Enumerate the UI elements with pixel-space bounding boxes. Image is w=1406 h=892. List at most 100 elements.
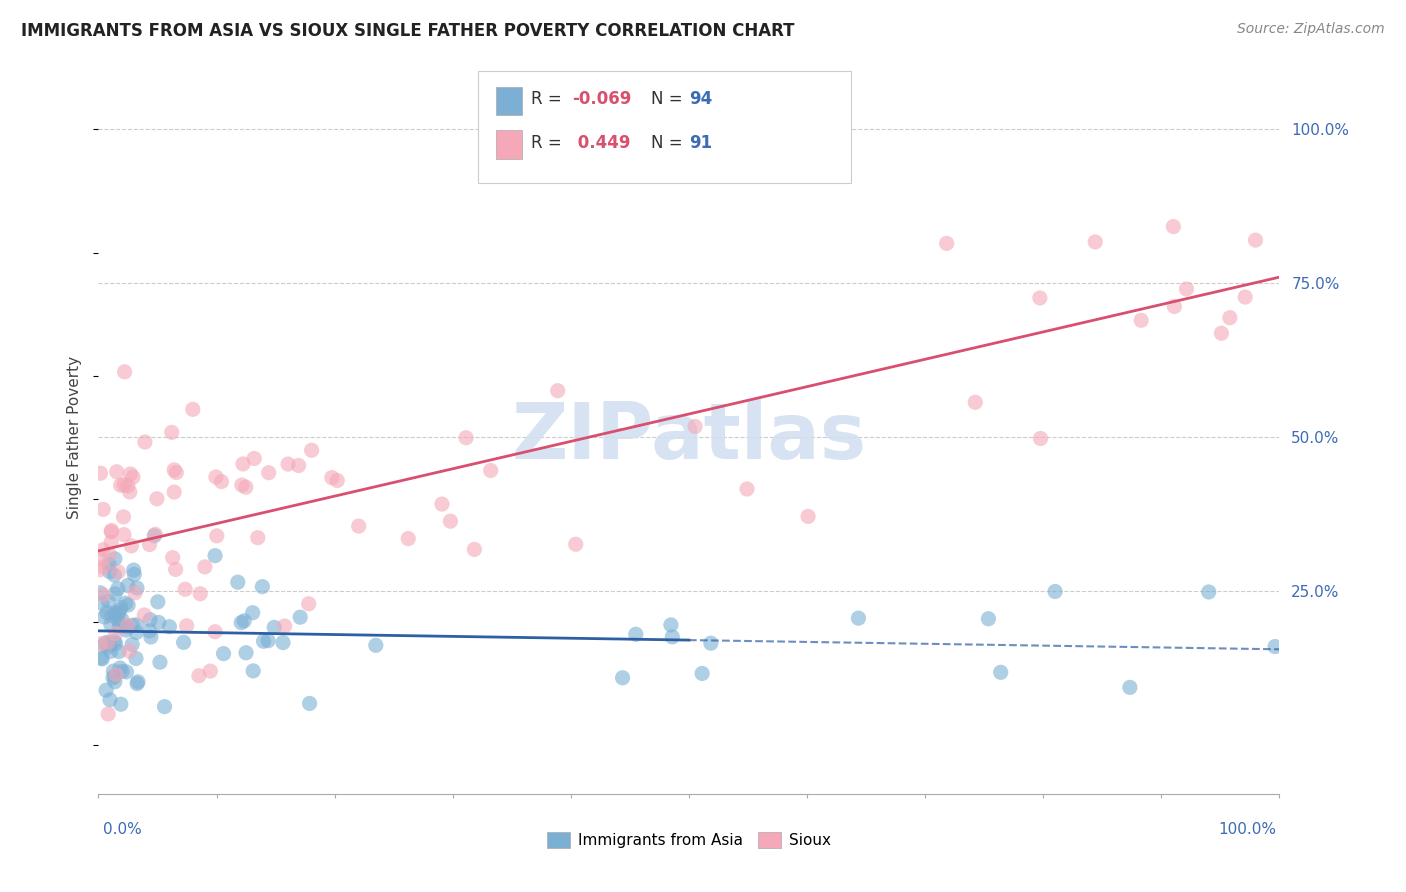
Point	[89, 563, 111, 577]
Point	[94, 683, 117, 698]
Point	[104, 674, 127, 689]
Point	[103, 634, 125, 648]
Point	[91, 652, 114, 666]
Point	[97, 635, 120, 649]
Point	[212, 647, 235, 661]
Point	[97, 706, 120, 721]
Point	[160, 425, 183, 440]
Point	[242, 606, 264, 620]
Point	[1119, 681, 1142, 695]
Point	[93, 638, 115, 652]
Point	[165, 466, 187, 480]
Point	[90, 551, 112, 566]
Point	[89, 586, 111, 600]
Point	[122, 470, 145, 484]
Point	[290, 610, 312, 624]
Point	[163, 463, 186, 477]
Point	[252, 634, 274, 648]
Point	[1244, 233, 1267, 247]
Point	[143, 529, 166, 543]
Point	[231, 478, 253, 492]
Point	[935, 236, 957, 251]
Point	[114, 365, 136, 379]
Text: 0.0%: 0.0%	[103, 822, 142, 837]
Point	[100, 535, 122, 549]
Point	[153, 699, 176, 714]
Point	[118, 644, 141, 658]
Point	[121, 618, 143, 632]
Point	[124, 585, 146, 599]
Point	[112, 527, 135, 541]
Point	[1163, 300, 1185, 314]
Text: 100.0%: 100.0%	[1219, 822, 1277, 837]
Point	[226, 575, 249, 590]
Text: 91: 91	[689, 134, 711, 152]
Text: N =: N =	[651, 134, 688, 152]
Legend: Immigrants from Asia, Sioux: Immigrants from Asia, Sioux	[541, 826, 837, 854]
Point	[564, 537, 586, 551]
Point	[188, 587, 211, 601]
Point	[100, 524, 122, 539]
Point	[105, 667, 128, 681]
Point	[624, 627, 647, 641]
Point	[200, 664, 222, 678]
Point	[246, 531, 269, 545]
Point	[146, 595, 169, 609]
Text: IMMIGRANTS FROM ASIA VS SIOUX SINGLE FATHER POVERTY CORRELATION CHART: IMMIGRANTS FROM ASIA VS SIOUX SINGLE FAT…	[21, 22, 794, 40]
Point	[273, 619, 295, 633]
Point	[111, 612, 134, 626]
Point	[108, 644, 131, 658]
Point	[1130, 313, 1153, 327]
Point	[194, 560, 217, 574]
Point	[104, 669, 127, 683]
Point	[105, 465, 128, 479]
Point	[277, 457, 299, 471]
Point	[173, 635, 195, 649]
Point	[848, 611, 870, 625]
Point	[990, 665, 1012, 680]
Text: 0.449: 0.449	[572, 134, 631, 152]
Point	[91, 502, 114, 516]
Point	[700, 636, 723, 650]
Point	[301, 443, 323, 458]
Point	[117, 598, 139, 612]
Point	[108, 661, 131, 675]
Point	[91, 596, 114, 610]
Text: -0.069: -0.069	[572, 90, 631, 108]
Point	[93, 610, 115, 624]
Text: R =: R =	[531, 90, 568, 108]
Point	[1175, 282, 1198, 296]
Point	[148, 615, 170, 630]
Text: N =: N =	[651, 90, 688, 108]
Point	[1043, 584, 1066, 599]
Point	[163, 485, 186, 500]
Point	[165, 562, 187, 576]
Point	[104, 606, 127, 620]
Point	[162, 550, 184, 565]
Point	[143, 527, 166, 541]
Point	[797, 509, 820, 524]
Point	[107, 582, 129, 596]
Point	[107, 614, 129, 628]
Point	[211, 475, 233, 489]
Point	[321, 470, 343, 484]
Point	[205, 470, 228, 484]
Text: 94: 94	[689, 90, 713, 108]
Point	[298, 697, 321, 711]
Point	[107, 565, 129, 579]
Point	[100, 644, 122, 658]
Point	[231, 615, 253, 630]
Point	[454, 431, 477, 445]
Point	[98, 548, 121, 562]
Point	[396, 532, 419, 546]
Point	[205, 529, 228, 543]
Point	[176, 619, 198, 633]
Point	[235, 646, 257, 660]
Point	[138, 537, 160, 551]
Point	[174, 582, 197, 597]
Point	[965, 395, 987, 409]
Point	[98, 565, 121, 579]
Point	[120, 539, 142, 553]
Text: ZIPatlas: ZIPatlas	[512, 399, 866, 475]
Point	[90, 651, 112, 665]
